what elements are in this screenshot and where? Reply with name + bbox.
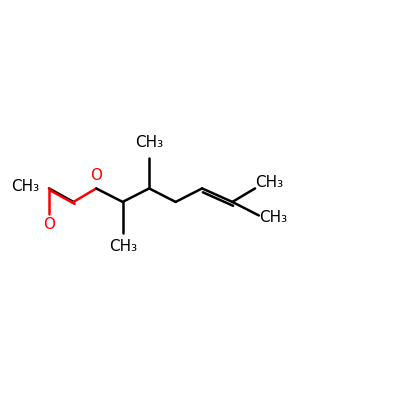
Text: CH₃: CH₃: [255, 175, 283, 190]
Text: O: O: [43, 217, 55, 232]
Text: CH₃: CH₃: [135, 135, 163, 150]
Text: CH₃: CH₃: [109, 239, 137, 254]
Text: O: O: [90, 168, 102, 183]
Text: CH₃: CH₃: [259, 210, 287, 225]
Text: CH₃: CH₃: [11, 179, 40, 194]
